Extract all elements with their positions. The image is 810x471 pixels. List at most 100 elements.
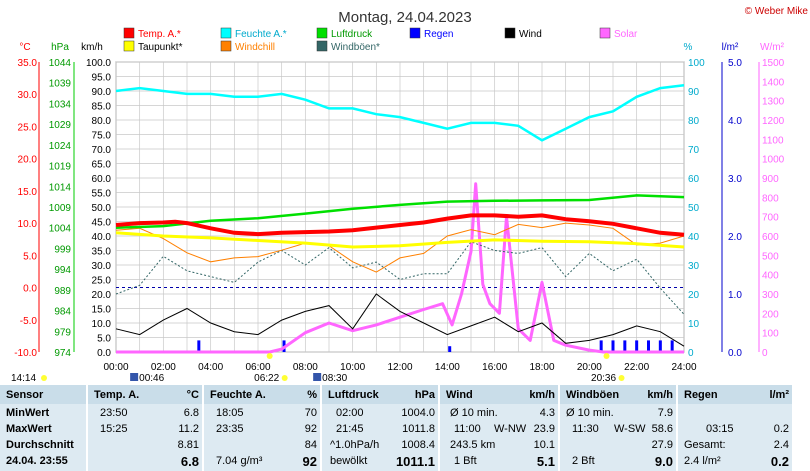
rain-bar: [623, 340, 627, 352]
wind-line: [115, 293, 685, 347]
moon-icon: [130, 373, 139, 381]
wind-tick-label: 35.0: [92, 247, 112, 258]
time-axis: 00:00 02:00 04:00 06:00 08:00 10:00 12:00 14:00…: [103, 362, 696, 373]
solar-tick-label: 400: [762, 271, 779, 282]
time-tick-label: 04:00: [198, 362, 223, 373]
solar-line: [116, 182, 684, 354]
legend-label: Luftdruck: [331, 29, 373, 40]
hum-tick-label: 30: [688, 261, 700, 272]
pressure-tick-label: 1014: [49, 182, 72, 193]
temp-tick-label: -10.0: [14, 348, 37, 359]
pressure-line: [115, 194, 685, 229]
hum-current-value: 92: [302, 454, 317, 469]
hum-avg-value: 84: [304, 439, 317, 451]
solar-tick-label: 1100: [762, 135, 784, 146]
temp-current-value: 6.8: [180, 454, 199, 469]
legend-swatch: [599, 27, 611, 39]
temp-tick-label: 20.0: [18, 155, 38, 166]
windchill-line: [115, 222, 685, 273]
sensor-header: Sensor: [6, 389, 44, 401]
hum-tick-label: 40: [688, 232, 700, 243]
gust-column: Windböen km/h Ø 10 min. 7.9 11:30 W-SW 58.6 …: [560, 385, 676, 471]
hum-tick-label: 0: [688, 348, 694, 359]
pressure-header: Luftdruck: [328, 389, 379, 401]
time-tick-label: 24:00: [671, 362, 696, 373]
rain-bar: [611, 340, 615, 352]
legend-swatch: [220, 27, 232, 39]
pressure-tick-label: 1029: [49, 120, 72, 131]
wind-run: 243.5 km: [450, 439, 496, 451]
wind-tick-label: 40.0: [92, 232, 112, 243]
wind-column: Wind km/h Ø 10 min. 4.3 11:00 W-NW 23.9 243.…: [440, 385, 558, 471]
hum-tick-label: 10: [688, 319, 700, 330]
hum-tick-label: 100: [688, 58, 705, 69]
time-tick-label: 14:00: [435, 362, 460, 373]
solar-tick-label: 900: [762, 174, 779, 185]
gust-bft: 2 Bft: [572, 455, 595, 467]
wind-tick-label: 80.0: [92, 116, 112, 127]
stats-table: Sensor MinWert MaxWert Durchschnitt 24.0…: [0, 385, 810, 471]
gust-header: Windböen: [566, 389, 620, 401]
legend-swatch: [316, 40, 328, 52]
hum-tick-label: 70: [688, 145, 700, 156]
hum-min-time: 18:05: [216, 407, 244, 419]
temp-column: Temp. A. °C 23:50 6.8 15:25 11.2 8.81 6.8: [88, 385, 202, 471]
time-tick-label: 12:00: [387, 362, 412, 373]
gust-avg-value: 27.9: [651, 439, 673, 451]
pressure-tick-label: 974: [54, 348, 71, 359]
wind-header: Wind: [446, 389, 473, 401]
pressure-avg-value: 1008.4: [401, 439, 435, 451]
row-label-max: MaxWert: [6, 423, 52, 435]
solar-unit-label: W/m²: [760, 42, 785, 53]
pressure-tick-label: 1034: [49, 99, 72, 110]
pressure-tick-label: 1044: [49, 58, 72, 69]
wind-tick-label: 95.0: [92, 73, 112, 84]
legend-label: Temp. A.*: [138, 29, 181, 40]
pressure-current-value: 1011.1: [395, 454, 435, 469]
solar-tick-label: 200: [762, 309, 779, 320]
moonset-time-label: 08:30: [322, 373, 347, 384]
gust-max-value: 58.6: [651, 423, 673, 435]
copyright-label: © Weber Mike: [745, 6, 809, 17]
wind-tick-label: 30.0: [92, 261, 112, 272]
wind-tick-label: 45.0: [92, 218, 112, 229]
rain-tick-label: 4.0: [728, 116, 742, 127]
rain-tick-label: 5.0: [728, 58, 742, 69]
wind-unit: km/h: [529, 389, 555, 401]
weather-chart: Montag, 24.04.2023 © Weber Mike °C hPa k…: [11, 6, 809, 384]
legend-label: Windchill: [235, 42, 275, 53]
time-tick-label: 08:00: [293, 362, 318, 373]
gust-current-value: 9.0: [654, 454, 673, 469]
temp-header: Temp. A.: [94, 389, 140, 401]
wind-tick-label: 25.0: [92, 276, 112, 287]
humidity-line: [115, 83, 685, 142]
legend-label: Regen: [424, 29, 453, 40]
wind-tick-label: 85.0: [92, 102, 112, 113]
wind-current-value: 5.1: [536, 454, 555, 469]
hum-column: Feuchte A.% 18:05 70 23:35 92 84 7.04 g/m³…: [204, 385, 320, 471]
temp-tick-label: -5.0: [20, 316, 38, 327]
legend-label: Feuchte A.*: [235, 29, 287, 40]
temp-tick-label: 10.0: [18, 219, 38, 230]
pressure-unit: hPa: [414, 389, 435, 401]
chart-grid: [115, 61, 685, 353]
rain-total-label: Gesamt:: [684, 439, 726, 451]
chart-title: Montag, 24.04.2023: [338, 9, 471, 26]
pressure-max-time: 21:45: [336, 423, 364, 435]
time-tick-label: 06:00: [245, 362, 270, 373]
pressure-min-time: 02:00: [336, 407, 364, 419]
legend-swatch: [316, 27, 328, 39]
temp-tick-label: 15.0: [18, 187, 38, 198]
hum-tick-label: 20: [688, 290, 700, 301]
wind-tick-label: 10.0: [92, 319, 112, 330]
wind-tick-label: 75.0: [92, 131, 112, 142]
pressure-tick-label: 1019: [49, 162, 72, 173]
gust-max-time: 11:30: [572, 423, 599, 435]
chart-legend: Temp. A.* Feuchte A.* Luftdruck Regen Wind So…: [123, 27, 638, 53]
sun-dot-icon: [281, 375, 288, 381]
solar-tick-label: 800: [762, 193, 779, 204]
rain-bar: [448, 346, 452, 352]
time-tick-label: 02:00: [151, 362, 176, 373]
pressure-tick-label: 1004: [49, 224, 72, 235]
wind-max-dir: W-NW: [494, 423, 527, 435]
